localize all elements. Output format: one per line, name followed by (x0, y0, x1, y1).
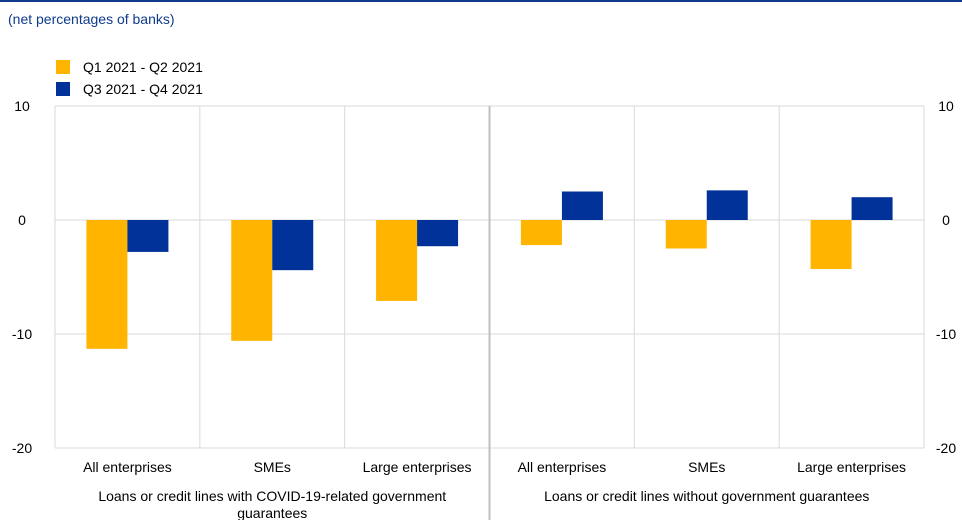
y-tick-label-right: -20 (936, 440, 956, 456)
legend-item-series-2: Q3 2021 - Q4 2021 (56, 78, 203, 100)
legend-swatch-series-1 (56, 60, 70, 74)
legend: Q1 2021 - Q2 2021 Q3 2021 - Q4 2021 (56, 56, 203, 100)
bar-series-2 (851, 197, 893, 220)
legend-item-series-1: Q1 2021 - Q2 2021 (56, 56, 203, 78)
y-tick-label-left: 10 (14, 98, 30, 114)
bar-series-1 (520, 220, 562, 246)
y-tick-label-right: 0 (942, 212, 950, 228)
category-label: All enterprises (83, 459, 172, 475)
bar-series-1 (86, 220, 128, 349)
y-tick-label-left: -10 (12, 326, 32, 342)
y-tick-label-right: -10 (936, 326, 956, 342)
legend-label-series-1: Q1 2021 - Q2 2021 (83, 59, 203, 75)
y-tick-label-right: 10 (938, 98, 954, 114)
bar-series-2 (706, 190, 748, 220)
group-label: Loans or credit lines with COVID-19-rela… (98, 488, 446, 504)
category-label: All enterprises (518, 459, 607, 475)
group-label: Loans or credit lines without government… (544, 488, 869, 504)
top-rule (0, 0, 962, 2)
bar-series-1 (231, 220, 273, 341)
category-label: SMEs (688, 459, 725, 475)
y-tick-label-left: 0 (18, 212, 26, 228)
group-label: guarantees (237, 505, 307, 520)
bar-series-2 (561, 191, 603, 220)
category-label: Large enterprises (363, 459, 472, 475)
bar-series-2 (127, 220, 169, 252)
y-tick-label-left: -20 (12, 440, 32, 456)
bar-series-1 (665, 220, 707, 249)
bar-series-2 (272, 220, 314, 271)
bar-series-1 (810, 220, 852, 270)
bar-series-2 (417, 220, 459, 247)
chart-subtitle: (net percentages of banks) (8, 11, 175, 27)
legend-swatch-series-2 (56, 82, 70, 96)
category-label: Large enterprises (797, 459, 906, 475)
category-label: SMEs (254, 459, 291, 475)
legend-label-series-2: Q3 2021 - Q4 2021 (83, 81, 203, 97)
bar-series-1 (376, 220, 418, 301)
